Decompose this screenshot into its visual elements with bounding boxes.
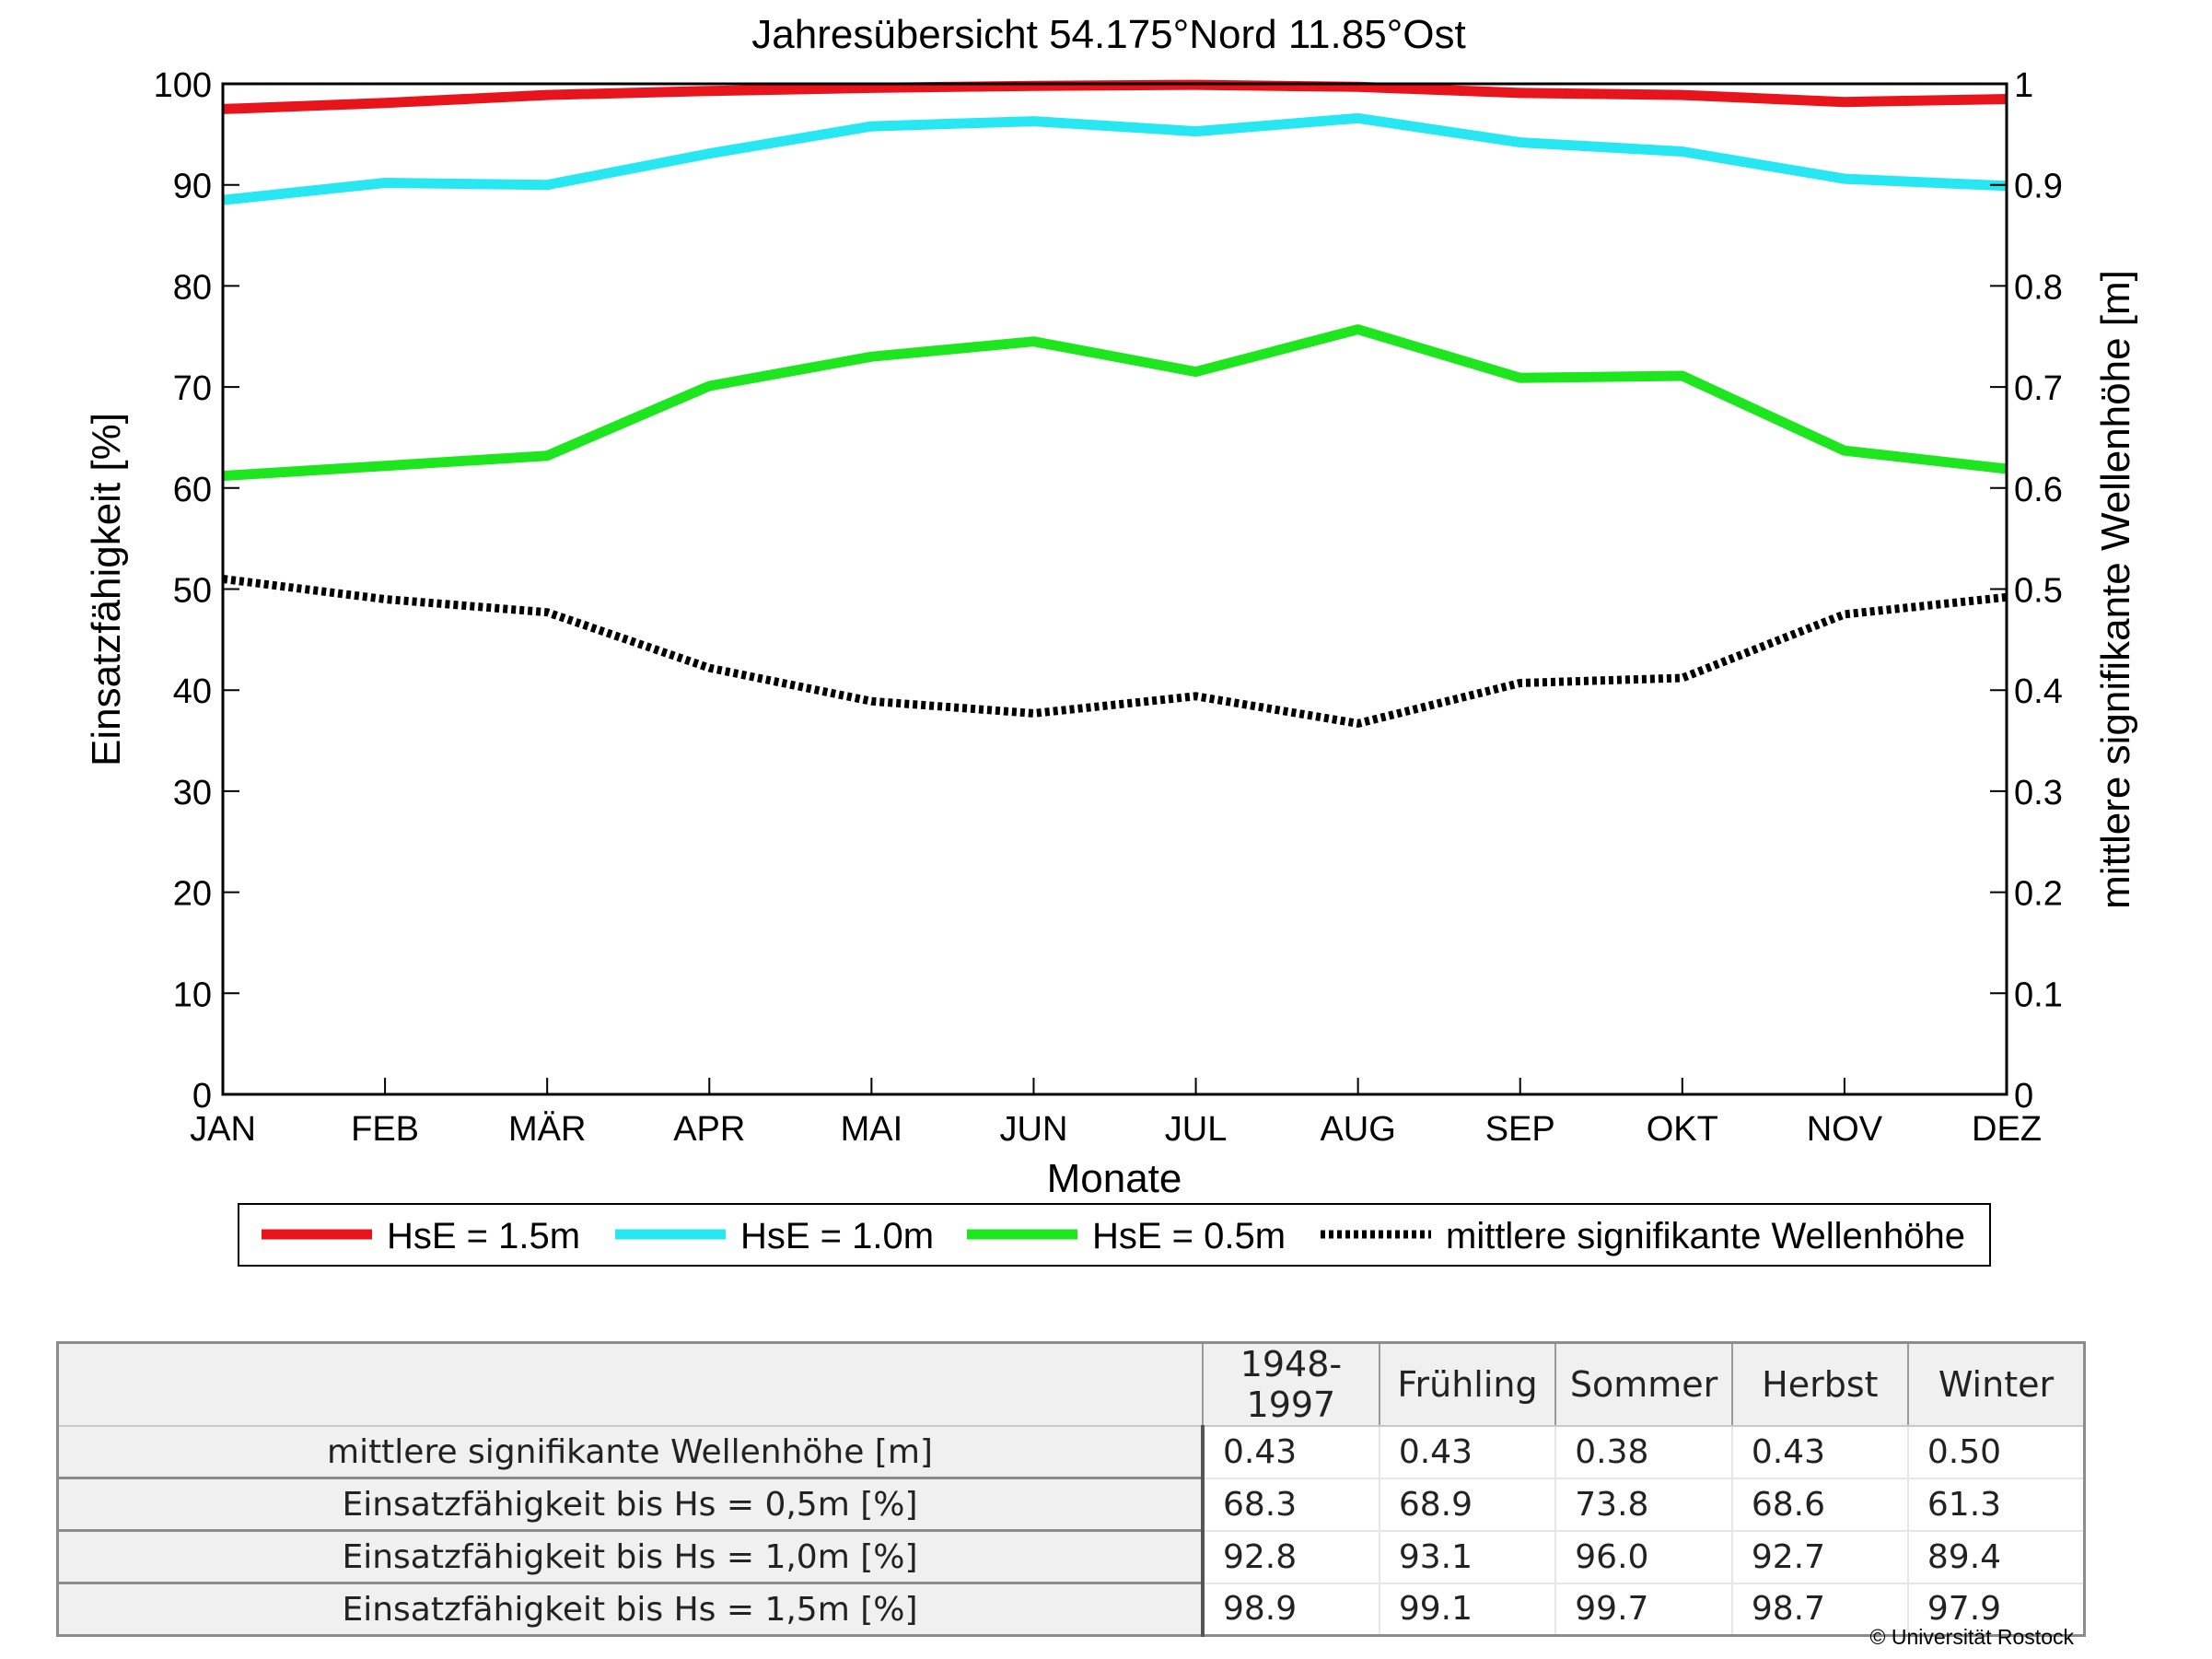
table-header-spring: Frühling [1379,1342,1557,1427]
x-tick-label: FEB [351,1110,419,1149]
left-tick-label: 70 [173,369,212,408]
x-tick-label: MAI [841,1110,903,1149]
table-cell: 99.1 [1379,1583,1557,1637]
left-tick-label: 60 [173,471,212,509]
table-cell: 98.7 [1731,1583,1909,1637]
chart-title: Jahresübersicht 54.175°Nord 11.85°Ost [751,12,1465,57]
x-tick-label: SEP [1485,1110,1555,1149]
left-tick-label: 10 [173,976,212,1014]
legend-label-3: HsE = 0.5m [1092,1216,1286,1256]
table-header-row: 1948-1997 Frühling Sommer Herbst Winter [57,1342,2085,1427]
right-tick-label: 0.7 [2014,369,2063,408]
x-axis-label: Monate [1047,1156,1182,1201]
table-cell: 96.0 [1555,1530,1733,1584]
x-tick-label: OKT [1647,1110,1718,1149]
left-tick-label: 80 [173,268,212,307]
row-label: Einsatzfähigkeit bis Hs = 0,5m [%] [57,1478,1205,1532]
legend-label-1: HsE = 1.5m [387,1216,580,1256]
right-tick-label: 0.3 [2014,774,2063,812]
left-tick-label: 50 [173,572,212,611]
table-cell: 89.4 [1907,1530,2085,1584]
table-cell: 61.3 [1907,1478,2085,1532]
legend: HsE = 1.5m HsE = 1.0m HsE = 0.5m mittlere s… [238,1203,1991,1267]
right-y-ticks: 0 0.1 0.2 0.3 0.4 0.5 0.6 0.7 0.8 0.9 1 [1990,66,2063,1116]
left-tick-label: 0 [192,1077,212,1116]
x-tick-label: DEZ [1972,1110,2042,1149]
table-header-autumn: Herbst [1731,1342,1909,1427]
legend-label-4: mittlere signifikante Wellenhöhe [1446,1216,1965,1256]
table-cell: 92.7 [1731,1530,1909,1584]
table-cell: 0.43 [1731,1426,1909,1479]
x-tick-label: JUL [1165,1110,1228,1149]
left-tick-label: 90 [173,168,212,206]
table-cell: 0.50 [1907,1426,2085,1479]
chart: Jahresübersicht 54.175°Nord 11.85°Ost 0 1… [84,12,2138,1267]
right-tick-label: 0.8 [2014,268,2063,307]
table-cell: 68.3 [1202,1478,1380,1532]
right-tick-label: 0.6 [2014,471,2063,509]
table-header-period: 1948-1997 [1202,1342,1380,1427]
y-axis-label: Einsatzfähigkeit [%] [84,413,129,766]
right-tick-label: 0.5 [2014,572,2063,611]
x-tick-label: AUG [1320,1110,1395,1149]
x-tick-label: NOV [1807,1110,1883,1149]
left-tick-label: 20 [173,875,212,914]
plot-series [222,79,2008,728]
x-tick-label: MÄR [508,1110,586,1149]
x-ticks: JAN FEB MÄR APR MAI JUN JUL AUG SEP OKT NOV DEZ [190,1078,2042,1149]
x-tick-label: APR [673,1110,745,1149]
table-row: Einsatzfähigkeit bis Hs = 1,0m [%] 92.8 … [57,1530,2085,1584]
table-cell: 97.9 [1907,1583,2085,1637]
left-y-ticks: 0 10 20 30 40 50 60 70 80 90 100 [154,66,239,1116]
table-cell: 0.43 [1202,1426,1380,1479]
table-cell: 92.8 [1202,1530,1380,1584]
table-cell: 98.9 [1202,1583,1380,1637]
right-tick-label: 0.4 [2014,672,2063,711]
x-tick-label: JAN [190,1110,256,1149]
table-cell: 99.7 [1555,1583,1733,1637]
right-tick-label: 0 [2014,1077,2033,1116]
y2-axis-label: mittlere signifikante Wellenhöhe [m] [2093,270,2138,909]
right-tick-label: 0.9 [2014,168,2063,206]
right-tick-label: 0.1 [2014,976,2063,1014]
series-line-4 [222,575,2008,728]
series-line-2 [222,112,2008,205]
table-header-summer: Sommer [1555,1342,1733,1427]
series-line-1 [222,79,2008,114]
row-label: Einsatzfähigkeit bis Hs = 1,5m [%] [57,1583,1205,1637]
series-line-3 [222,324,2008,482]
table-cell: 68.9 [1379,1478,1557,1532]
table-cell: 73.8 [1555,1478,1733,1532]
table-cell: 93.1 [1379,1530,1557,1584]
row-label: Einsatzfähigkeit bis Hs = 1,0m [%] [57,1530,1205,1584]
table-row: mittlere signifikante Wellenhöhe [m] 0.4… [57,1426,2085,1479]
row-label: mittlere signifikante Wellenhöhe [m] [57,1426,1205,1479]
table-cell: 0.38 [1555,1426,1733,1479]
statistics-table: 1948-1997 Frühling Sommer Herbst Winter … [56,1341,2086,1637]
legend-box [238,1203,1991,1267]
left-tick-label: 40 [173,672,212,711]
x-tick-label: JUN [1000,1110,1068,1149]
left-tick-label: 30 [173,774,212,812]
table-cell: 68.6 [1731,1478,1909,1532]
table-header-corner [57,1342,1204,1427]
copyright-notice: © Universität Rostock [1869,1625,2074,1649]
table-header-winter: Winter [1907,1342,2085,1427]
plot-frame [221,82,2008,1096]
legend-label-2: HsE = 1.0m [740,1216,934,1256]
table-row: Einsatzfähigkeit bis Hs = 0,5m [%] 68.3 … [57,1478,2085,1532]
table-row: Einsatzfähigkeit bis Hs = 1,5m [%] 98.9 … [57,1583,2085,1637]
table-cell: 0.43 [1379,1426,1557,1479]
left-tick-label: 100 [154,66,212,105]
right-tick-label: 1 [2014,66,2033,105]
right-tick-label: 0.2 [2014,875,2063,914]
